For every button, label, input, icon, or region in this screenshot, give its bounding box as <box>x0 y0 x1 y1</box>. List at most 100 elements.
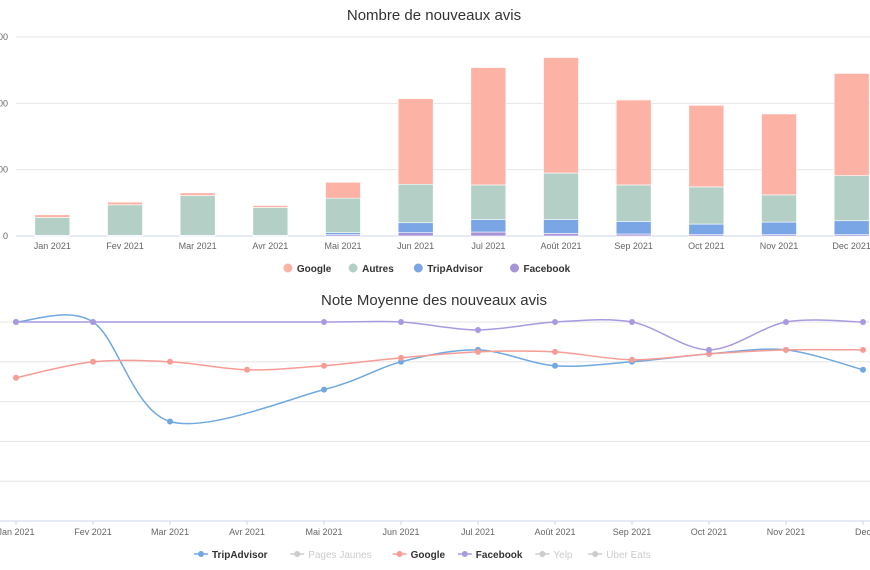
legend-marker-icon <box>539 551 546 557</box>
point-google-mar-2021[interactable] <box>167 358 173 365</box>
bar-autres-jul-2021[interactable] <box>470 184 507 220</box>
bar-google-sep-2021[interactable] <box>615 99 652 186</box>
bar-autres-nov-2021[interactable] <box>761 194 797 223</box>
point-tripadvisor-mar-2021[interactable] <box>167 418 173 425</box>
line-legend-item-yelp[interactable]: Yelp <box>535 550 573 561</box>
bar-legend[interactable]: Google Autres TripAdvisor Facebook <box>283 263 571 276</box>
bar-tripadvisor-aout-2021[interactable] <box>543 219 579 234</box>
bar-legend-item-autres[interactable]: Autres <box>348 263 395 276</box>
legend-label: TripAdvisor <box>212 550 268 561</box>
bar-tripadvisor-dec-2021[interactable] <box>833 220 870 235</box>
bar-autres-sep-2021[interactable] <box>615 184 652 222</box>
bar-google-mai-2021[interactable] <box>325 181 361 199</box>
line-legend-item-pages-jaunes[interactable]: Pages Jaunes <box>290 550 372 561</box>
legend-label: Autres <box>362 264 394 275</box>
point-facebook-dec-2021[interactable] <box>860 319 866 325</box>
bar-autres-avr-2021[interactable] <box>252 207 289 236</box>
legend-marker-icon <box>461 551 468 557</box>
point-facebook-mai-2021[interactable] <box>321 319 327 325</box>
point-google-jan-2021[interactable] <box>13 374 19 381</box>
point-facebook-fev-2021[interactable] <box>90 319 96 325</box>
point-tripadvisor-dec-2021[interactable] <box>860 366 866 373</box>
bar-google-mar-2021[interactable] <box>179 192 216 196</box>
line-legend[interactable]: TripAdvisor Pages Jaunes Google Facebook Yel… <box>194 550 651 561</box>
line-google <box>15 348 864 379</box>
legend-label: TripAdvisor <box>427 264 483 275</box>
line-series <box>13 314 866 425</box>
bar-facebook-jun-2021[interactable] <box>397 232 434 237</box>
bar-grid <box>16 36 870 237</box>
line-x-axis: Jan 2021 Fev 2021 Mar 2021 Avr 2021 Mai 2021… <box>0 521 870 537</box>
bar-google-aout-2021[interactable] <box>543 57 579 174</box>
point-google-sep-2021[interactable] <box>629 356 635 363</box>
bar-tripadvisor-sep-2021[interactable] <box>615 221 652 235</box>
bar-google-jun-2021[interactable] <box>397 98 434 185</box>
bar-autres-dec-2021[interactable] <box>833 175 870 222</box>
bar-legend-item-google[interactable]: Google <box>283 263 332 276</box>
bar-x-tick-label: Sep 2021 <box>614 241 653 251</box>
bar-x-tick-label: Août 2021 <box>540 241 581 251</box>
bar-google-avr-2021[interactable] <box>252 205 289 208</box>
point-google-dec-2021[interactable] <box>860 346 866 353</box>
bar-x-tick-label: Oct 2021 <box>688 241 725 251</box>
line-legend-item-google[interactable]: Google <box>392 550 446 561</box>
bar-tripadvisor-jul-2021[interactable] <box>470 219 507 233</box>
bar-google-jul-2021[interactable] <box>470 67 507 186</box>
line-facebook <box>16 318 864 351</box>
bar-google-jan-2021[interactable] <box>34 214 71 218</box>
point-facebook-jul-2021[interactable] <box>475 326 481 333</box>
legend-marker-icon <box>283 263 293 273</box>
bar-legend-item-facebook[interactable]: Facebook <box>510 263 571 276</box>
point-google-mai-2021[interactable] <box>321 362 327 369</box>
point-tripadvisor-aout-2021[interactable] <box>552 362 558 369</box>
bar-x-tick-label: Dec 2021 <box>832 241 870 251</box>
point-google-avr-2021[interactable] <box>244 366 250 373</box>
point-facebook-sep-2021[interactable] <box>629 319 635 325</box>
bar-tripadvisor-nov-2021[interactable] <box>761 221 797 235</box>
bar-autres-jan-2021[interactable] <box>34 217 71 236</box>
bar-autres-jun-2021[interactable] <box>397 183 434 224</box>
line-legend-item-tripadvisor[interactable]: TripAdvisor <box>194 550 268 561</box>
bar-google-nov-2021[interactable] <box>761 113 797 196</box>
point-tripadvisor-mai-2021[interactable] <box>321 386 327 393</box>
bar-autres-aout-2021[interactable] <box>543 172 579 220</box>
line-legend-item-facebook[interactable]: Facebook <box>457 550 523 561</box>
bar-x-tick-label: Nov 2021 <box>760 241 799 251</box>
point-facebook-jan-2021[interactable] <box>13 319 19 325</box>
bar-facebook-aout-2021[interactable] <box>543 233 579 237</box>
bar-facebook-jul-2021[interactable] <box>470 231 507 237</box>
bar-y-tick-label: 00 <box>0 32 8 42</box>
bar-chart-title: Nombre de nouveaux avis <box>347 7 521 24</box>
bar-autres-mar-2021[interactable] <box>179 195 216 236</box>
point-facebook-jun-2021[interactable] <box>398 319 404 325</box>
point-google-aout-2021[interactable] <box>552 348 558 355</box>
legend-label: Google <box>297 264 332 275</box>
bar-x-tick-label: Fev 2021 <box>106 241 144 251</box>
point-google-jul-2021[interactable] <box>475 348 481 355</box>
bar-google-oct-2021[interactable] <box>688 105 725 188</box>
bar-legend-item-tripadvisor[interactable]: TripAdvisor <box>413 263 483 276</box>
bar-google-fev-2021[interactable] <box>107 201 143 206</box>
point-google-fev-2021[interactable] <box>90 358 96 365</box>
line-x-tick-label: Sep 2021 <box>613 527 652 537</box>
legend-label: Google <box>411 550 446 561</box>
line-legend-item-uber-eats[interactable]: Uber Eats <box>588 550 651 561</box>
legend-marker-icon <box>348 263 358 273</box>
point-google-nov-2021[interactable] <box>783 346 789 353</box>
point-google-jun-2021[interactable] <box>398 354 404 361</box>
point-facebook-aout-2021[interactable] <box>552 319 558 325</box>
point-facebook-nov-2021[interactable] <box>783 319 789 325</box>
bar-autres-mai-2021[interactable] <box>325 197 361 233</box>
point-facebook-oct-2021[interactable] <box>706 346 712 353</box>
line-x-tick-label: Jul 2021 <box>461 527 495 537</box>
legend-label: Facebook <box>524 264 571 275</box>
bar-tripadvisor-oct-2021[interactable] <box>688 223 725 235</box>
line-x-tick-label: Nov 2021 <box>767 527 806 537</box>
bar-autres-fev-2021[interactable] <box>107 204 143 236</box>
bar-autres-oct-2021[interactable] <box>688 186 725 225</box>
bar-tripadvisor-jun-2021[interactable] <box>397 222 434 233</box>
bar-google-dec-2021[interactable] <box>833 73 870 176</box>
legend-marker-icon <box>396 551 403 557</box>
